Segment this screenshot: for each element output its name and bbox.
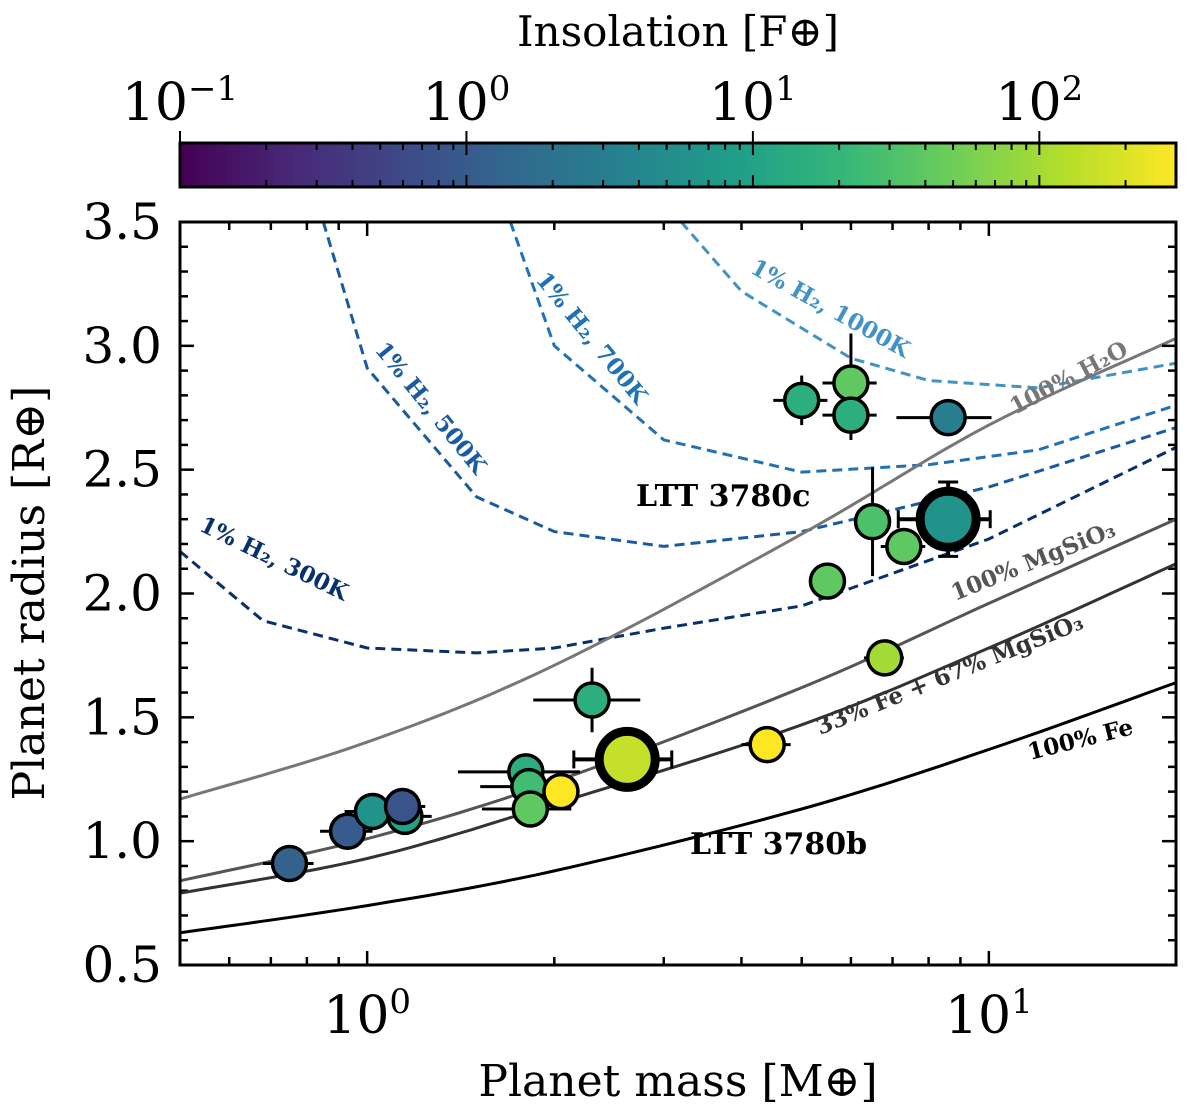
colorbar-tick-label: 100: [423, 69, 511, 133]
h2-envelope-curve: [680, 222, 1176, 390]
curve-label-fe-mgsio3: 33% Fe + 67% MgSiO₃: [812, 608, 1087, 740]
planet-point: [782, 381, 821, 420]
planet-point: [832, 396, 870, 434]
y-tick-label: 0.5: [82, 936, 162, 994]
y-tick-label: 3.5: [82, 193, 162, 251]
planet-point: [270, 844, 309, 883]
composition-curve: [180, 562, 1176, 895]
plot-area: 1% H₂, 300K 1% H₂, 500K 1% H₂, 700K 1% H…: [4, 193, 1178, 1107]
planet-point: [929, 398, 967, 437]
y-tick-label: 2.0: [82, 565, 162, 623]
colorbar-frame: [178, 141, 1178, 189]
x-axis-label: Planet mass [M⊕]: [478, 1056, 877, 1107]
annotation-ltt3780b: LTT 3780b: [690, 827, 867, 862]
planet-points: [270, 364, 981, 883]
planet-point: [511, 790, 550, 828]
colorbar-fill: [180, 143, 1176, 187]
planet-point: [542, 772, 580, 811]
composition-curve: [180, 517, 1176, 883]
planet-point: [383, 787, 422, 826]
colorbar-tick-label: 102: [995, 69, 1083, 133]
y-tick-label: 1.5: [82, 688, 162, 746]
x-tick-label: 100: [323, 982, 411, 1046]
x-tick-label: 101: [945, 982, 1033, 1046]
planet-point: [573, 681, 611, 719]
h2-envelope-curve: [180, 446, 1176, 655]
composition-curve: [180, 337, 1176, 801]
y-tick-label: 2.5: [82, 441, 162, 499]
planet-point: [808, 562, 847, 600]
planet-point-ltt-3780c: [915, 486, 981, 552]
composition-curve: [180, 681, 1176, 935]
annotation-ltt3780c: LTT 3780c: [636, 479, 810, 514]
colorbar-tick-label: 10−1: [122, 69, 238, 133]
curve-label-h2o: 100% H₂O: [1005, 336, 1132, 421]
y-tick-label: 1.0: [82, 812, 162, 870]
curve-label-fe: 100% Fe: [1025, 714, 1136, 766]
curve-label-h2-300k: 1% H₂, 300K: [195, 511, 353, 607]
planet-point: [353, 792, 392, 831]
colorbar-label: Insolation [F⊕]: [517, 7, 839, 56]
curve-label-h2-500k: 1% H₂, 500K: [369, 337, 492, 480]
y-tick-label: 3.0: [82, 317, 162, 375]
planet-point: [832, 364, 870, 402]
planet-point: [865, 639, 904, 677]
colorbar-tick-label: 101: [709, 69, 797, 133]
planet-point-ltt-3780b: [594, 726, 660, 792]
composition-curves: [180, 337, 1176, 935]
h2-envelope-curve: [508, 222, 1176, 474]
planet-point: [328, 812, 367, 851]
y-tick-labels: 0.5 1.0 1.5 2.0 2.5 3.0 3.5: [82, 193, 162, 994]
curve-label-h2-700k: 1% H₂, 700K: [530, 267, 653, 410]
colorbar-tick-labels: 10−1 100 101 102: [122, 69, 1083, 133]
colorbar: Insolation [F⊕] 10−1 100 101 102: [122, 7, 1178, 189]
planet-point: [748, 725, 786, 764]
plot-frame: [178, 220, 1178, 967]
x-tick-labels: 100 101: [323, 982, 1033, 1046]
planet-point: [853, 502, 892, 541]
planet-point: [885, 527, 923, 566]
y-axis-label: Planet radius [R⊕]: [4, 386, 55, 801]
